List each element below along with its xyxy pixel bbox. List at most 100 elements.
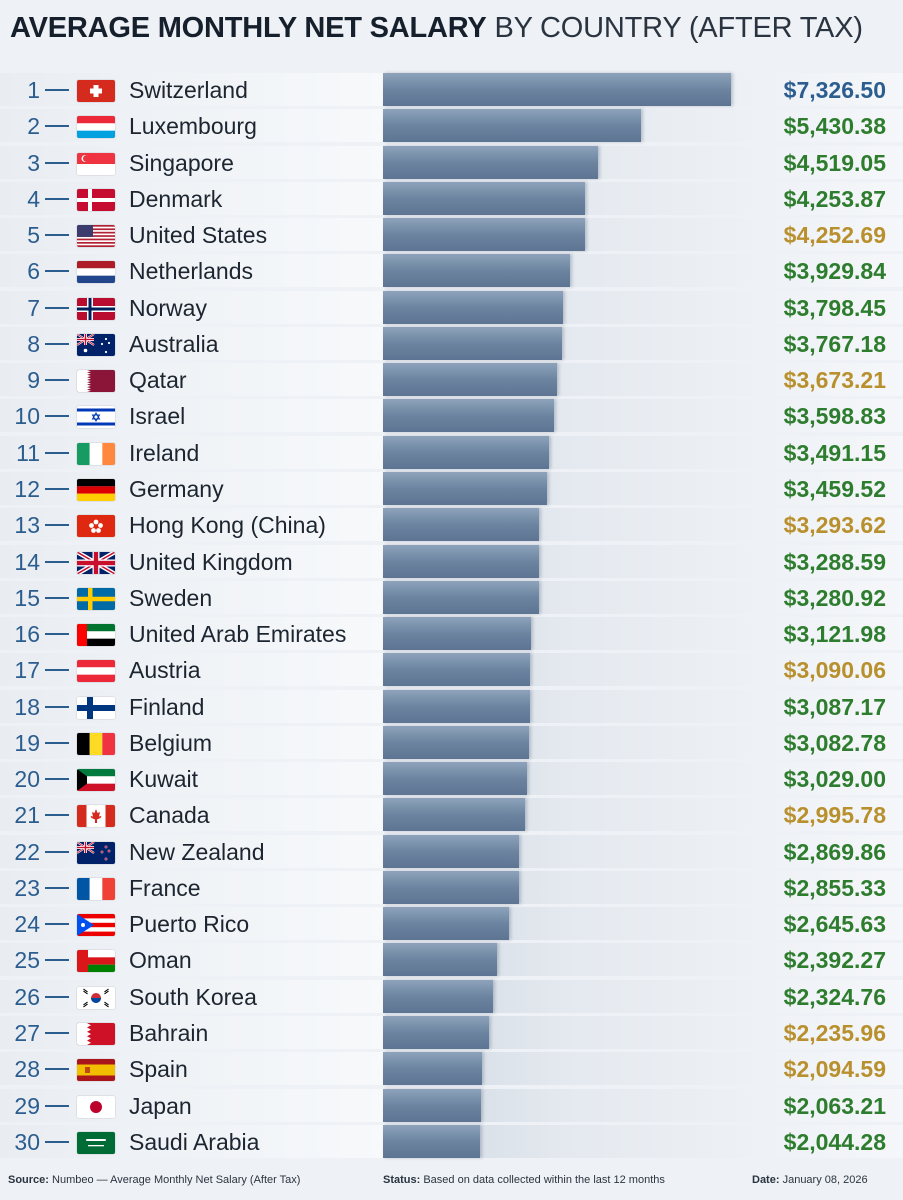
country-label: United Arab Emirates <box>129 621 347 648</box>
chart-row: 7 Norway $3,798.45 <box>0 290 903 326</box>
salary-value-label: $3,288.59 <box>783 548 886 575</box>
footer-source-label: Source: <box>8 1174 49 1186</box>
bar-israel <box>383 399 554 433</box>
chart-row: 14 United Kingdom $3,288.59 <box>0 544 903 580</box>
bar-singapore <box>383 145 598 179</box>
bar-netherlands <box>383 254 570 288</box>
rank-dash <box>45 633 69 636</box>
rank-dash <box>45 1068 69 1071</box>
chart-row: 26 South Korea $2,324.76 <box>0 979 903 1015</box>
rank-dash <box>45 379 69 382</box>
switzerland-flag-icon <box>77 80 115 102</box>
rank-dash <box>45 1032 69 1035</box>
rank-dash <box>45 778 69 781</box>
rank-dash <box>45 342 69 345</box>
country-label: France <box>129 874 201 901</box>
rank-dash <box>45 451 69 454</box>
rank-dash <box>45 923 69 926</box>
chart-row: 21 Canada $2,995.78 <box>0 797 903 833</box>
south-korea-flag-icon <box>77 986 115 1009</box>
rank-number: 14 <box>14 548 40 575</box>
chart-row: 9 Qatar $3,673.21 <box>0 362 903 398</box>
rank-number: 26 <box>14 983 40 1010</box>
chart-row: 18 Finland $3,087.17 <box>0 689 903 725</box>
chart-row: 12 Germany $3,459.52 <box>0 471 903 507</box>
rank-dash <box>45 1140 69 1143</box>
chart-row: 5 United States $4,252.69 <box>0 217 903 253</box>
salary-value-label: $3,082.78 <box>783 729 886 756</box>
bar-australia <box>383 326 562 360</box>
salary-value-label: $4,519.05 <box>783 149 886 176</box>
country-label: Australia <box>129 330 219 357</box>
rank-dash <box>45 306 69 309</box>
rank-number: 19 <box>14 729 40 756</box>
rank-number: 29 <box>14 1092 40 1119</box>
country-label: United States <box>129 222 268 249</box>
bar-denmark <box>383 181 586 215</box>
bar-austria <box>383 653 530 687</box>
rank-dash <box>45 524 69 527</box>
salary-value-label: $2,094.59 <box>783 1056 886 1083</box>
bar-united-states <box>383 218 585 252</box>
bar-hong-kong <box>383 508 540 542</box>
bar-belgium <box>383 725 530 759</box>
rank-number: 13 <box>14 512 40 539</box>
footer-date-text: January 08, 2026 <box>782 1174 868 1186</box>
footer: Source: Numbeo — Average Monthly Net Sal… <box>0 1165 903 1195</box>
norway-flag-icon <box>77 297 115 320</box>
chart-row: 3 Singapore $4,519.05 <box>0 145 903 181</box>
hong-kong-flag-icon <box>77 515 115 538</box>
bar-finland <box>383 689 530 723</box>
chart-row: 4 Denmark $4,253.87 <box>0 181 903 217</box>
chart-row: 6 Netherlands $3,929.84 <box>0 253 903 289</box>
germany-flag-icon <box>77 478 115 501</box>
footer-status-text: Based on data collected within the last … <box>423 1174 665 1186</box>
united-kingdom-flag-icon <box>77 551 115 574</box>
bar-germany <box>383 471 548 505</box>
rank-number: 8 <box>27 330 40 357</box>
rank-number: 4 <box>27 185 40 212</box>
rank-number: 5 <box>27 222 40 249</box>
salary-value-label: $3,087.17 <box>783 693 886 720</box>
bar-spain <box>383 1052 483 1086</box>
chart-row: 24 Puerto Rico $2,645.63 <box>0 906 903 942</box>
rank-dash <box>45 415 69 418</box>
rank-number: 21 <box>14 802 40 829</box>
chart-row: 25 Oman $2,392.27 <box>0 942 903 978</box>
chart-row: 23 France $2,855.33 <box>0 870 903 906</box>
rank-dash <box>45 959 69 962</box>
bar-saudi-arabia <box>383 1124 481 1158</box>
country-label: Hong Kong (China) <box>129 512 326 539</box>
rank-dash <box>45 1104 69 1107</box>
rank-dash <box>45 705 69 708</box>
country-label: Austria <box>129 657 201 684</box>
salary-value-label: $4,252.69 <box>783 222 886 249</box>
bar-united-kingdom <box>383 544 540 578</box>
france-flag-icon <box>77 877 115 900</box>
country-label: Luxembourg <box>129 113 257 140</box>
salary-value-label: $3,121.98 <box>783 621 886 648</box>
salary-value-label: $2,645.63 <box>783 911 886 938</box>
rank-number: 17 <box>14 657 40 684</box>
rank-number: 2 <box>27 113 40 140</box>
bar-south-korea <box>383 979 494 1013</box>
saudi-arabia-flag-icon <box>77 1131 115 1154</box>
country-label: Puerto Rico <box>129 911 250 938</box>
salary-value-label: $5,430.38 <box>783 113 886 140</box>
chart-row: 22 New Zealand $2,869.86 <box>0 834 903 870</box>
puerto-rico-flag-icon <box>77 914 115 937</box>
rank-dash <box>45 89 69 91</box>
bar-qatar <box>383 363 558 397</box>
uae-flag-icon <box>77 624 115 647</box>
rank-number: 24 <box>14 911 40 938</box>
country-label: New Zealand <box>129 838 265 865</box>
israel-flag-icon <box>77 406 115 429</box>
salary-value-label: $7,326.50 <box>783 77 886 103</box>
country-label: Bahrain <box>129 1020 209 1047</box>
country-label: Spain <box>129 1056 188 1083</box>
rank-dash <box>45 850 69 853</box>
rank-number: 28 <box>14 1056 40 1083</box>
rank-dash <box>45 995 69 998</box>
rank-number: 6 <box>27 258 40 285</box>
salary-value-label: $2,869.86 <box>783 838 886 865</box>
